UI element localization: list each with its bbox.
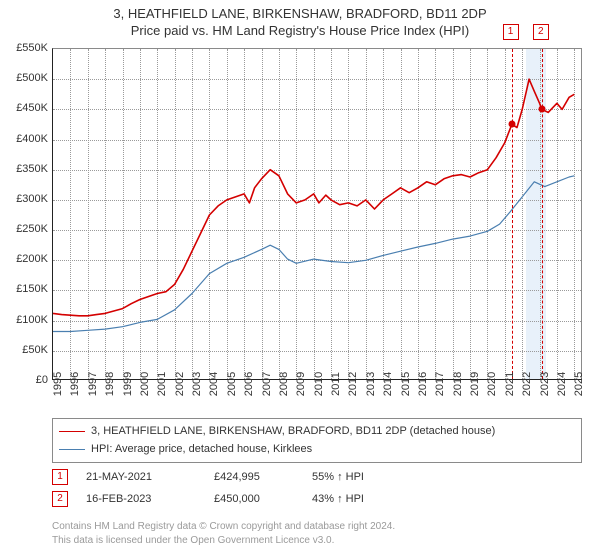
x-tick-label: 2020: [486, 372, 498, 396]
annot-price: £450,000: [214, 493, 294, 505]
x-tick-label: 2019: [469, 372, 481, 396]
x-tick-label: 2007: [261, 372, 273, 396]
legend-item-hpi: HPI: Average price, detached house, Kirk…: [59, 441, 575, 459]
x-tick-label: 2008: [278, 372, 290, 396]
x-tick-label: 2012: [347, 372, 359, 396]
x-tick-label: 1997: [87, 372, 99, 396]
x-tick-label: 2014: [382, 372, 394, 396]
x-tick-label: 2022: [521, 372, 533, 396]
legend-swatch: [59, 449, 85, 450]
x-tick-label: 2023: [539, 372, 551, 396]
legend-swatch: [59, 431, 85, 432]
annot-date: 21-MAY-2021: [86, 471, 196, 483]
x-tick-label: 2005: [226, 372, 238, 396]
annot-marker: 2: [52, 491, 68, 507]
footnote: Contains HM Land Registry data © Crown c…: [52, 520, 395, 547]
annot-row-2: 2 16-FEB-2023 £450,000 43% ↑ HPI: [52, 488, 412, 510]
x-tick-label: 2011: [330, 372, 342, 396]
legend: 3, HEATHFIELD LANE, BIRKENSHAW, BRADFORD…: [52, 418, 582, 463]
annotation-table: 1 21-MAY-2021 £424,995 55% ↑ HPI 2 16-FEB-202…: [52, 466, 412, 510]
x-tick-label: 2025: [573, 372, 585, 396]
x-tick-label: 2000: [139, 372, 151, 396]
x-tick-label: 2015: [400, 372, 412, 396]
x-tick-label: 2018: [452, 372, 464, 396]
legend-label: 3, HEATHFIELD LANE, BIRKENSHAW, BRADFORD…: [91, 423, 495, 441]
x-tick-label: 1996: [69, 372, 81, 396]
annot-price: £424,995: [214, 471, 294, 483]
footnote-line1: Contains HM Land Registry data © Crown c…: [52, 520, 395, 534]
x-tick-label: 2024: [556, 372, 568, 396]
x-tick-label: 2001: [156, 372, 168, 396]
marker-box-2: 2: [533, 24, 549, 40]
annot-marker: 1: [52, 469, 68, 485]
annot-row-1: 1 21-MAY-2021 £424,995 55% ↑ HPI: [52, 466, 412, 488]
x-tick-label: 2002: [174, 372, 186, 396]
annot-pct: 55% ↑ HPI: [312, 471, 412, 483]
x-tick-label: 2010: [313, 372, 325, 396]
x-tick-label: 2016: [417, 372, 429, 396]
x-tick-label: 2004: [208, 372, 220, 396]
x-tick-label: 2006: [243, 372, 255, 396]
x-tick-label: 1995: [52, 372, 64, 396]
annot-pct: 43% ↑ HPI: [312, 493, 412, 505]
annot-date: 16-FEB-2023: [86, 493, 196, 505]
legend-label: HPI: Average price, detached house, Kirk…: [91, 441, 312, 459]
marker-box-1: 1: [503, 24, 519, 40]
x-tick-label: 2021: [504, 372, 516, 396]
x-tick-label: 2017: [434, 372, 446, 396]
x-tick-label: 2013: [365, 372, 377, 396]
legend-item-price_paid: 3, HEATHFIELD LANE, BIRKENSHAW, BRADFORD…: [59, 423, 575, 441]
x-tick-label: 1998: [104, 372, 116, 396]
x-tick-label: 2003: [191, 372, 203, 396]
x-tick-label: 1999: [122, 372, 134, 396]
x-tick-label: 2009: [295, 372, 307, 396]
footnote-line2: This data is licensed under the Open Gov…: [52, 534, 395, 548]
